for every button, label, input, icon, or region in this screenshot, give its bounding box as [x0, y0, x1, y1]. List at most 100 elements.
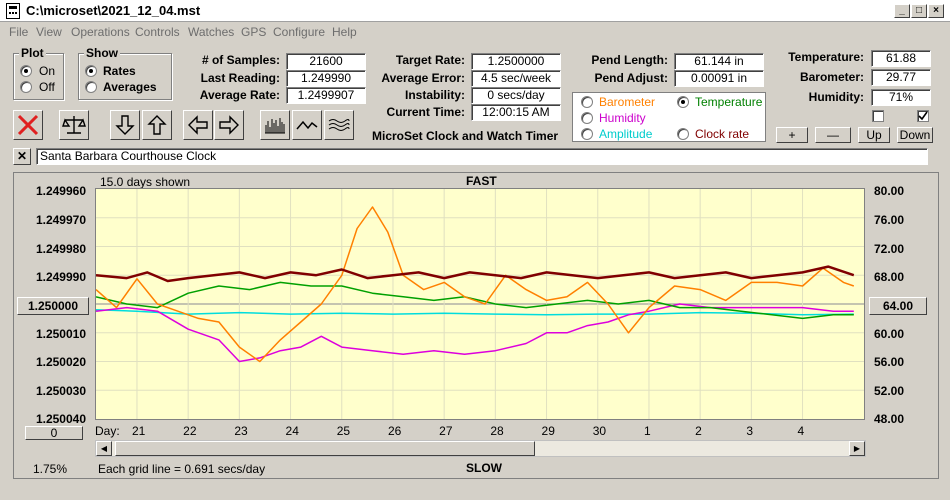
right-tick-0: 80.00: [874, 184, 905, 198]
last-reading-label: Last Reading:: [200, 71, 280, 85]
wave-icon: [296, 120, 318, 130]
plot-area: [95, 188, 865, 420]
instability-label: Instability:: [404, 88, 465, 102]
offset-button[interactable]: 0: [25, 426, 83, 440]
option-checkbox-2[interactable]: [917, 110, 929, 122]
series-clock-rate: [96, 265, 855, 283]
series-barometer: [96, 206, 855, 363]
overlay-temperature-radio[interactable]: [677, 96, 689, 108]
multiwave-button[interactable]: [324, 110, 354, 140]
average-error-value: 4.5 sec/week: [471, 70, 561, 87]
wave-button[interactable]: [292, 110, 322, 140]
scale-down-button[interactable]: Down: [897, 127, 933, 143]
menu-operations[interactable]: Operations: [71, 25, 130, 39]
average-error-label: Average Error:: [381, 71, 465, 85]
arrow-up-icon: [147, 115, 167, 135]
day-tick-label: 21: [131, 424, 146, 438]
scale-plus-button[interactable]: +: [776, 127, 808, 143]
balance-icon: [62, 116, 86, 134]
show-rates-radio[interactable]: [85, 65, 97, 77]
barometer-label: Barometer:: [799, 70, 864, 84]
scale-up-button[interactable]: Up: [858, 127, 890, 143]
left-tick-3: 1.249990: [35, 270, 86, 284]
overlay-selector: [572, 92, 766, 142]
app-brand: MicroSet Clock and Watch Timer: [372, 129, 559, 143]
option-checkbox-1[interactable]: [872, 110, 884, 122]
day-tick-label: 4: [797, 424, 805, 438]
right-tick-3: 68.00: [874, 270, 905, 284]
arrow-left-button[interactable]: [183, 110, 213, 140]
left-tick-0: 1.249960: [35, 184, 86, 198]
pend-length-label: Pend Length:: [591, 53, 668, 67]
day-tick-label: 24: [285, 424, 299, 438]
arrow-down-icon: [115, 115, 135, 135]
right-tick-2: 72.00: [874, 242, 905, 256]
arrow-left-icon: [188, 115, 208, 135]
day-tick-label: 29: [541, 424, 555, 438]
menu-controls[interactable]: Controls: [135, 25, 180, 39]
bars-icon: [265, 118, 285, 134]
left-tick-1: 1.249970: [35, 213, 86, 227]
overlay-clockrate-radio[interactable]: [677, 128, 689, 140]
plot-on-radio[interactable]: [20, 65, 32, 77]
overlay-amplitude-radio[interactable]: [581, 128, 593, 140]
stop-icon: [17, 114, 39, 136]
show-group: [78, 53, 172, 100]
series-temperature: [96, 281, 854, 320]
minimize-button[interactable]: _: [894, 4, 910, 18]
day-tick-label: 1: [643, 424, 651, 438]
series-amplitude: [96, 308, 854, 316]
day-tick-label: 28: [490, 424, 504, 438]
clock-name-field[interactable]: Santa Barbara Courthouse Clock: [36, 148, 928, 165]
current-time-label: Current Time:: [386, 105, 465, 119]
day-tick-label: 22: [183, 424, 197, 438]
scroll-right-button[interactable]: ▶: [849, 441, 865, 456]
right-center-button[interactable]: 64.00: [869, 297, 927, 315]
instability-value: 0 secs/day: [471, 87, 561, 104]
scale-minus-button[interactable]: —: [815, 127, 851, 143]
current-time-value: 12:00:15 AM: [471, 104, 561, 121]
menu-view[interactable]: View: [36, 25, 62, 39]
bars-button[interactable]: [260, 110, 290, 140]
menu-help[interactable]: Help: [332, 25, 357, 39]
day-tick-label: 30: [592, 424, 607, 438]
left-center-button[interactable]: 1.250000: [17, 297, 89, 315]
fast-label: FAST: [466, 174, 497, 188]
left-tick-5: 1.250010: [35, 327, 86, 341]
pend-adjust-value: 0.00091 in: [674, 70, 764, 87]
arrow-down-button[interactable]: [110, 110, 140, 140]
samples-label: # of Samples:: [201, 53, 280, 67]
plot-off-radio[interactable]: [20, 81, 32, 93]
barometer-value: 29.77: [871, 69, 931, 86]
menu-watches[interactable]: Watches: [188, 25, 235, 39]
grid-note: Each grid line = 0.691 secs/day: [98, 462, 266, 476]
overlay-humidity-label: Humidity: [599, 111, 646, 125]
scroll-left-button[interactable]: ◀: [96, 441, 112, 456]
clear-name-button[interactable]: ✕: [13, 148, 31, 165]
show-group-label: Show: [84, 46, 120, 60]
arrow-right-button[interactable]: [214, 110, 244, 140]
maximize-button[interactable]: □: [911, 4, 927, 18]
window-title: C:\microset\2021_12_04.mst: [26, 3, 201, 18]
scroll-thumb[interactable]: [115, 441, 535, 456]
balance-button[interactable]: [59, 110, 89, 140]
overlay-barometer-radio[interactable]: [581, 96, 593, 108]
menu-configure[interactable]: Configure: [273, 25, 326, 39]
overlay-humidity-radio[interactable]: [581, 112, 593, 124]
menu-gps[interactable]: GPS: [241, 25, 267, 39]
menu-file[interactable]: File: [9, 25, 29, 39]
close-button[interactable]: ×: [928, 4, 944, 18]
time-scrollbar[interactable]: ◀ ▶: [95, 440, 866, 457]
show-averages-radio[interactable]: [85, 81, 97, 93]
temperature-value: 61.88: [871, 50, 931, 67]
app-icon[interactable]: [6, 3, 20, 19]
right-tick-5: 60.00: [874, 327, 905, 341]
last-reading-value: 1.249990: [286, 70, 366, 87]
arrow-up-button[interactable]: [142, 110, 172, 140]
humidity-label: Humidity:: [808, 90, 864, 104]
day-tick-label: 23: [234, 424, 248, 438]
days-shown-label: 15.0 days shown: [100, 175, 191, 189]
samples-value: 21600: [286, 53, 366, 70]
title-bar: C:\microset\2021_12_04.mst _ □ ×: [0, 0, 950, 22]
stop-button[interactable]: [13, 110, 43, 140]
